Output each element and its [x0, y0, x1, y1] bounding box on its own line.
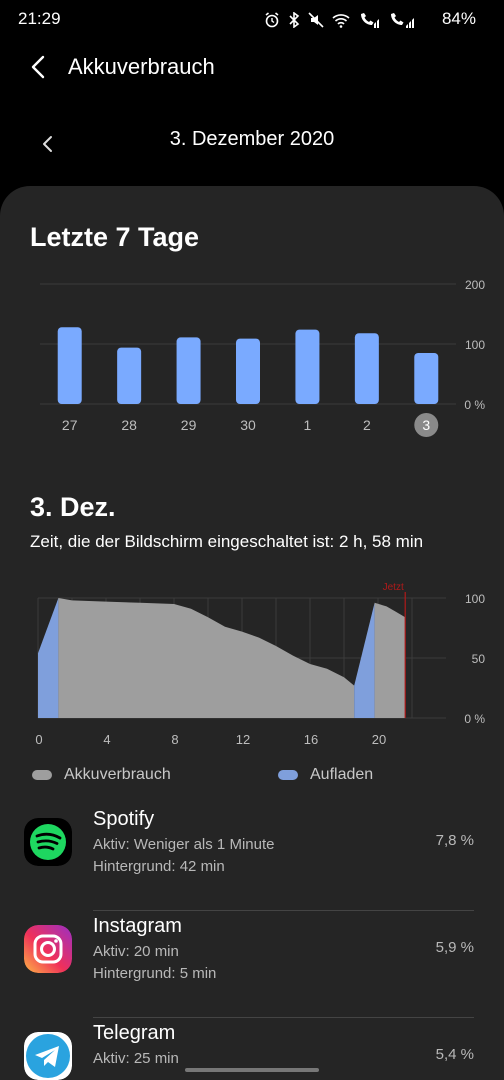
x-tick-label: 2 — [363, 417, 371, 433]
x-tick-label: 0 — [35, 732, 42, 746]
divider — [93, 1017, 474, 1018]
x-tick-label: 29 — [181, 417, 197, 433]
bar-3 — [414, 353, 439, 404]
date-navigation: 3. Dezember 2020 — [0, 120, 504, 164]
app-percent: 7,8 % — [435, 832, 474, 849]
app-percent: 5,9 % — [435, 939, 474, 956]
legend-charging-swatch — [278, 770, 298, 780]
selected-day-marker — [414, 413, 439, 437]
bar-2 — [354, 333, 379, 404]
charging-area — [354, 602, 375, 718]
wifi-icon — [332, 14, 350, 28]
chart-legend: Akkuverbrauch Aufladen — [30, 766, 490, 790]
usage-area — [374, 602, 406, 718]
y-tick-label: 50 — [472, 652, 486, 666]
divider — [93, 910, 474, 911]
x-tick-label: 20 — [372, 732, 386, 746]
navigation-handle[interactable] — [185, 1068, 319, 1072]
wifi-call-icon — [361, 13, 379, 28]
app-percent: 5,4 % — [435, 1046, 474, 1063]
telegram-icon — [24, 1032, 72, 1080]
spotify-icon — [24, 818, 72, 866]
status-icons — [264, 11, 414, 29]
x-tick-label: 4 — [103, 732, 110, 746]
app-active-time: Aktiv: 20 min — [93, 943, 179, 960]
app-background-time: Hintergrund: 5 min — [93, 965, 217, 982]
weekly-bar-chart: 200 100 0 % 27 28 29 30 1 2 3 — [40, 278, 485, 437]
weekly-title: Letzte 7 Tage — [30, 222, 200, 252]
date-label: 3. Dezember 2020 — [169, 128, 335, 150]
x-tick-label: 1 — [304, 417, 312, 433]
battery-percent: 84% — [441, 9, 476, 28]
legend-usage-label: Akkuverbrauch — [64, 766, 171, 783]
bar-27 — [57, 327, 82, 404]
daily-title: 3. Dez. — [30, 492, 116, 522]
app-header: Akkuverbrauch — [0, 44, 504, 92]
back-button[interactable] — [24, 52, 54, 82]
charging-area — [38, 598, 59, 718]
now-label: Jetzt — [383, 582, 404, 593]
instagram-icon — [24, 925, 72, 973]
sim2-call-icon — [391, 13, 414, 28]
x-tick-label: 8 — [171, 732, 178, 746]
bar-1 — [295, 329, 320, 404]
x-tick-label: 3 — [422, 417, 430, 433]
x-tick-label: 30 — [240, 417, 256, 433]
legend-usage: Akkuverbrauch — [32, 766, 171, 784]
chevron-left-icon — [43, 136, 52, 152]
app-name: Spotify — [93, 808, 155, 830]
app-item-telegram[interactable]: Telegram Aktiv: 25 min 5,4 % — [0, 1018, 504, 1080]
bar-28 — [117, 347, 142, 404]
bar-29 — [176, 337, 201, 404]
app-item-spotify[interactable]: Spotify Aktiv: Weniger als 1 Minute Hint… — [0, 804, 504, 911]
app-name: Instagram — [93, 915, 182, 937]
mute-icon — [308, 12, 324, 28]
x-tick-label: 12 — [236, 732, 250, 746]
status-time: 21:29 — [18, 9, 61, 28]
page-title: Akkuverbrauch — [68, 54, 215, 79]
usage-area — [58, 598, 355, 718]
x-tick-label: 16 — [304, 732, 318, 746]
app-item-instagram[interactable]: Instagram Aktiv: 20 min Hintergrund: 5 m… — [0, 911, 504, 1018]
y-tick-label: 0 % — [464, 712, 485, 726]
chevron-left-icon — [31, 55, 45, 79]
usage-card: Letzte 7 Tage 200 100 0 % 27 28 29 30 1 2 3 3. De… — [0, 186, 504, 1080]
x-tick-label: 27 — [62, 417, 78, 433]
x-tick-label: 28 — [121, 417, 137, 433]
app-active-time: Aktiv: Weniger als 1 Minute — [93, 836, 275, 853]
status-bar: 21:29 84% — [0, 0, 504, 40]
y-tick-label: 200 — [465, 278, 485, 292]
bluetooth-icon — [289, 12, 300, 28]
bar-30 — [236, 338, 260, 404]
alarm-icon — [265, 12, 279, 28]
y-tick-label: 0 % — [464, 398, 485, 412]
daily-battery-chart: 100 50 0 % Jetzt 0 4 8 12 16 20 — [35, 582, 486, 746]
app-active-time: Aktiv: 25 min — [93, 1050, 179, 1067]
y-tick-label: 100 — [465, 338, 485, 352]
app-usage-list: Spotify Aktiv: Weniger als 1 Minute Hint… — [0, 804, 504, 1080]
y-tick-label: 100 — [465, 592, 485, 606]
legend-charging: Aufladen — [278, 766, 373, 784]
legend-charging-label: Aufladen — [310, 766, 374, 783]
app-background-time: Hintergrund: 42 min — [93, 858, 225, 875]
previous-day-button[interactable] — [36, 132, 60, 156]
legend-usage-swatch — [32, 770, 52, 780]
screen-time-text: Zeit, die der Bildschirm eingeschaltet i… — [30, 532, 424, 551]
app-name: Telegram — [93, 1022, 176, 1044]
